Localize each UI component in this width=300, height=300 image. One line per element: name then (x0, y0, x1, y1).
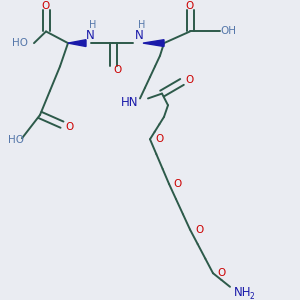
Text: O: O (42, 1, 50, 11)
Text: H: H (89, 20, 97, 30)
Text: O: O (113, 65, 121, 75)
Text: O: O (155, 134, 163, 144)
Text: HO: HO (12, 38, 28, 48)
Text: HO: HO (8, 135, 24, 145)
Text: O: O (66, 122, 74, 132)
Text: H: H (138, 20, 146, 30)
Text: OH: OH (220, 26, 236, 36)
Polygon shape (68, 40, 86, 46)
Text: N: N (135, 29, 143, 42)
Text: O: O (218, 268, 226, 278)
Text: NH: NH (234, 286, 251, 299)
Text: O: O (186, 75, 194, 85)
Polygon shape (143, 40, 164, 46)
Text: N: N (85, 29, 94, 42)
Text: O: O (186, 1, 194, 11)
Text: O: O (195, 224, 203, 235)
Text: O: O (174, 179, 182, 189)
Text: HN: HN (121, 96, 139, 109)
Text: 2: 2 (249, 292, 254, 300)
